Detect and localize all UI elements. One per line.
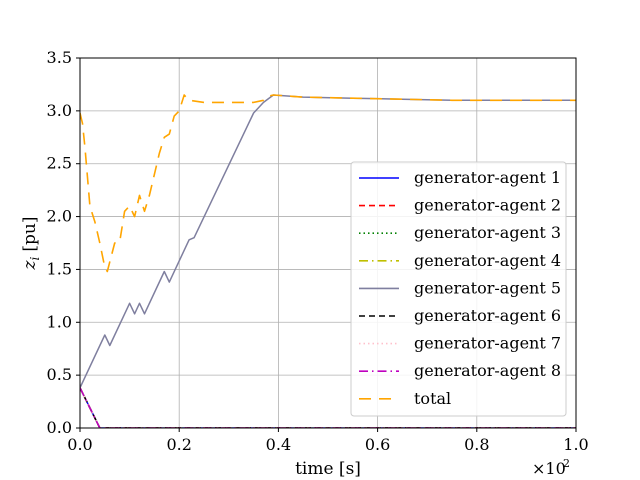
series-lines — [80, 94, 576, 428]
legend-label: total — [414, 389, 451, 408]
series-line-9 — [80, 94, 576, 273]
legend-item: generator-agent 4 — [359, 251, 561, 270]
x-tick-label: 0.8 — [464, 435, 489, 454]
y-tick-label: 1.5 — [47, 259, 72, 278]
legend-item: total — [359, 389, 451, 408]
legend-item: generator-agent 3 — [359, 223, 561, 242]
x-tick-label: 0.0 — [67, 435, 92, 454]
y-tick-label: 0.5 — [47, 365, 72, 384]
legend-item: generator-agent 7 — [359, 334, 561, 353]
legend-frame — [350, 161, 567, 417]
legend: generator-agent 1 generator-agent 2 genera… — [350, 161, 567, 417]
x-axis-label: time [s] — [295, 459, 361, 479]
svg-text:2: 2 — [563, 457, 570, 470]
svg-text:zi[pu]: zi[pu] — [20, 217, 42, 271]
legend-item: generator-agent 8 — [359, 361, 561, 380]
y-tick-label: 0.0 — [47, 418, 72, 437]
axis-ticks: 0.0 0.2 0.4 0.6 0.8 1.0 0.0 0.5 1.0 1.5 2.0 2.5 3.0 3… — [47, 48, 589, 454]
legend-label: generator-agent 2 — [414, 196, 561, 215]
x-tick-label: 0.6 — [365, 435, 390, 454]
y-tick-label: 2.5 — [47, 154, 72, 173]
x-tick-label: 0.4 — [266, 435, 291, 454]
x-tick-label: 0.2 — [166, 435, 191, 454]
legend-label: generator-agent 1 — [414, 168, 561, 187]
legend-label: generator-agent 3 — [414, 223, 561, 242]
y-tick-label: 1.0 — [47, 312, 72, 331]
y-tick-label: 2.0 — [47, 207, 72, 226]
legend-item: generator-agent 2 — [359, 196, 561, 215]
plot-frame — [79, 57, 577, 429]
y-tick-label: 3.5 — [47, 48, 72, 67]
legend-item: generator-agent 5 — [359, 278, 561, 297]
legend-label: generator-agent 7 — [414, 334, 561, 353]
legend-label: generator-agent 6 — [414, 306, 561, 325]
legend-label: generator-agent 5 — [414, 278, 561, 297]
y-tick-label: 3.0 — [47, 101, 72, 120]
legend-label: generator-agent 8 — [414, 361, 561, 380]
legend-label: generator-agent 4 — [414, 251, 561, 270]
svg-text:×10: ×10 — [532, 459, 566, 478]
y-axis-label: zi[pu] — [20, 217, 42, 271]
x-tick-label: 1.0 — [563, 435, 588, 454]
legend-item: generator-agent 6 — [359, 306, 561, 325]
x-axis-multiplier: ×10 2 — [532, 457, 570, 478]
series-line-7 — [80, 387, 576, 428]
legend-item: generator-agent 1 — [359, 168, 561, 187]
